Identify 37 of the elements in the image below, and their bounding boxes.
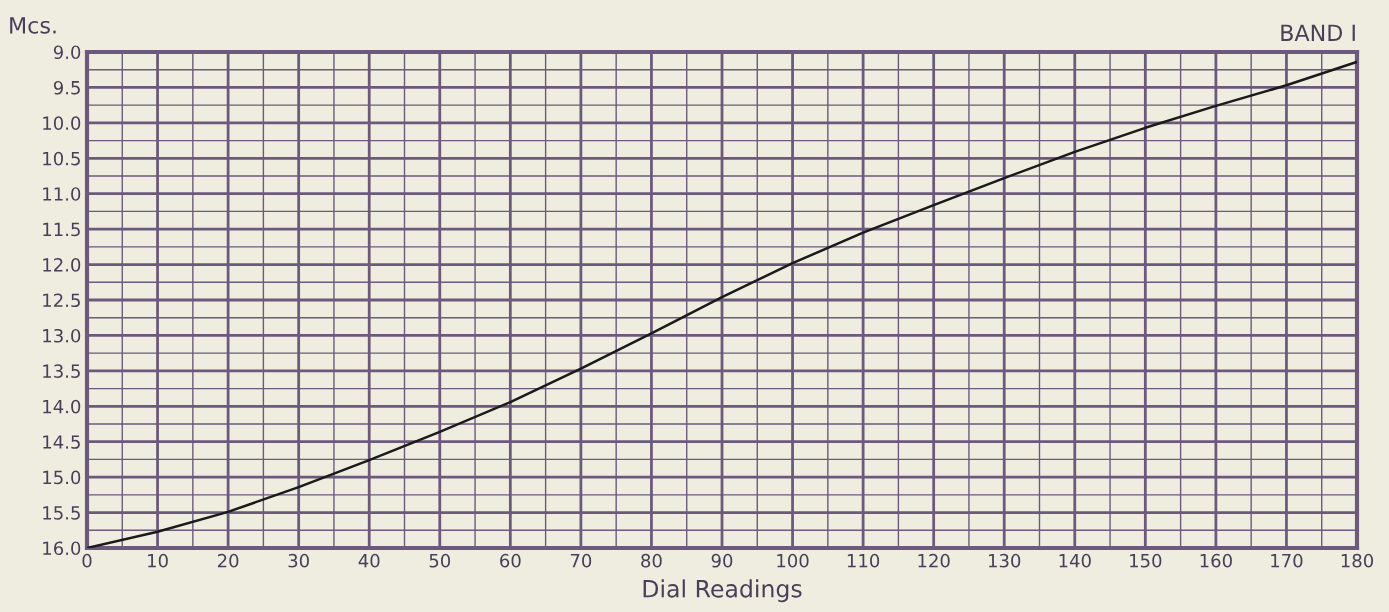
x-axis-title: Dial Readings: [643, 579, 802, 603]
y-tick-label: 11.5: [43, 222, 80, 237]
x-tick-label: 170: [1271, 553, 1303, 568]
x-tick-label: 70: [570, 553, 592, 568]
y-tick-label: 12.0: [43, 258, 81, 272]
x-tick-label: 160: [1200, 553, 1232, 568]
y-tick-label: 14.5: [43, 435, 80, 449]
x-tick-label: 80: [641, 553, 662, 568]
x-tick-label: 110: [847, 553, 880, 568]
y-axis-title: Mcs.: [10, 17, 56, 34]
x-tick-label: 90: [711, 553, 733, 568]
y-tick-label: 11.0: [43, 187, 81, 201]
y-tick-label: 12.5: [43, 293, 80, 308]
y-tick-label: 9.0: [53, 45, 81, 60]
x-tick-label: 20: [217, 553, 239, 568]
x-tick-label: 60: [500, 553, 521, 568]
x-tick-label: 30: [288, 553, 309, 568]
y-tick-label: 15.5: [43, 506, 80, 520]
y-tick-label: 15.0: [43, 470, 81, 485]
y-tick-label: 13.5: [43, 364, 80, 378]
x-tick-label: 40: [358, 553, 380, 568]
x-tick-label: 180: [1341, 553, 1374, 568]
x-tick-label: 140: [1059, 553, 1091, 568]
y-tick-label: 13.0: [43, 328, 81, 343]
x-tick-label: 10: [148, 553, 168, 568]
x-tick-label: 50: [429, 553, 451, 568]
x-tick-label: 130: [988, 553, 1021, 568]
x-tick-label: 100: [777, 553, 809, 568]
y-tick-label: 10.5: [43, 151, 80, 166]
x-tick-label: 0: [82, 553, 92, 568]
y-tick-label: 9.5: [53, 80, 80, 95]
y-tick-label: 16.0: [43, 541, 81, 556]
chart-title: BAND I: [1281, 24, 1355, 41]
x-tick-label: 150: [1130, 553, 1162, 568]
y-tick-label: 14.0: [43, 399, 81, 414]
y-tick-label: 10.0: [43, 116, 81, 130]
x-tick-label: 120: [918, 553, 950, 568]
